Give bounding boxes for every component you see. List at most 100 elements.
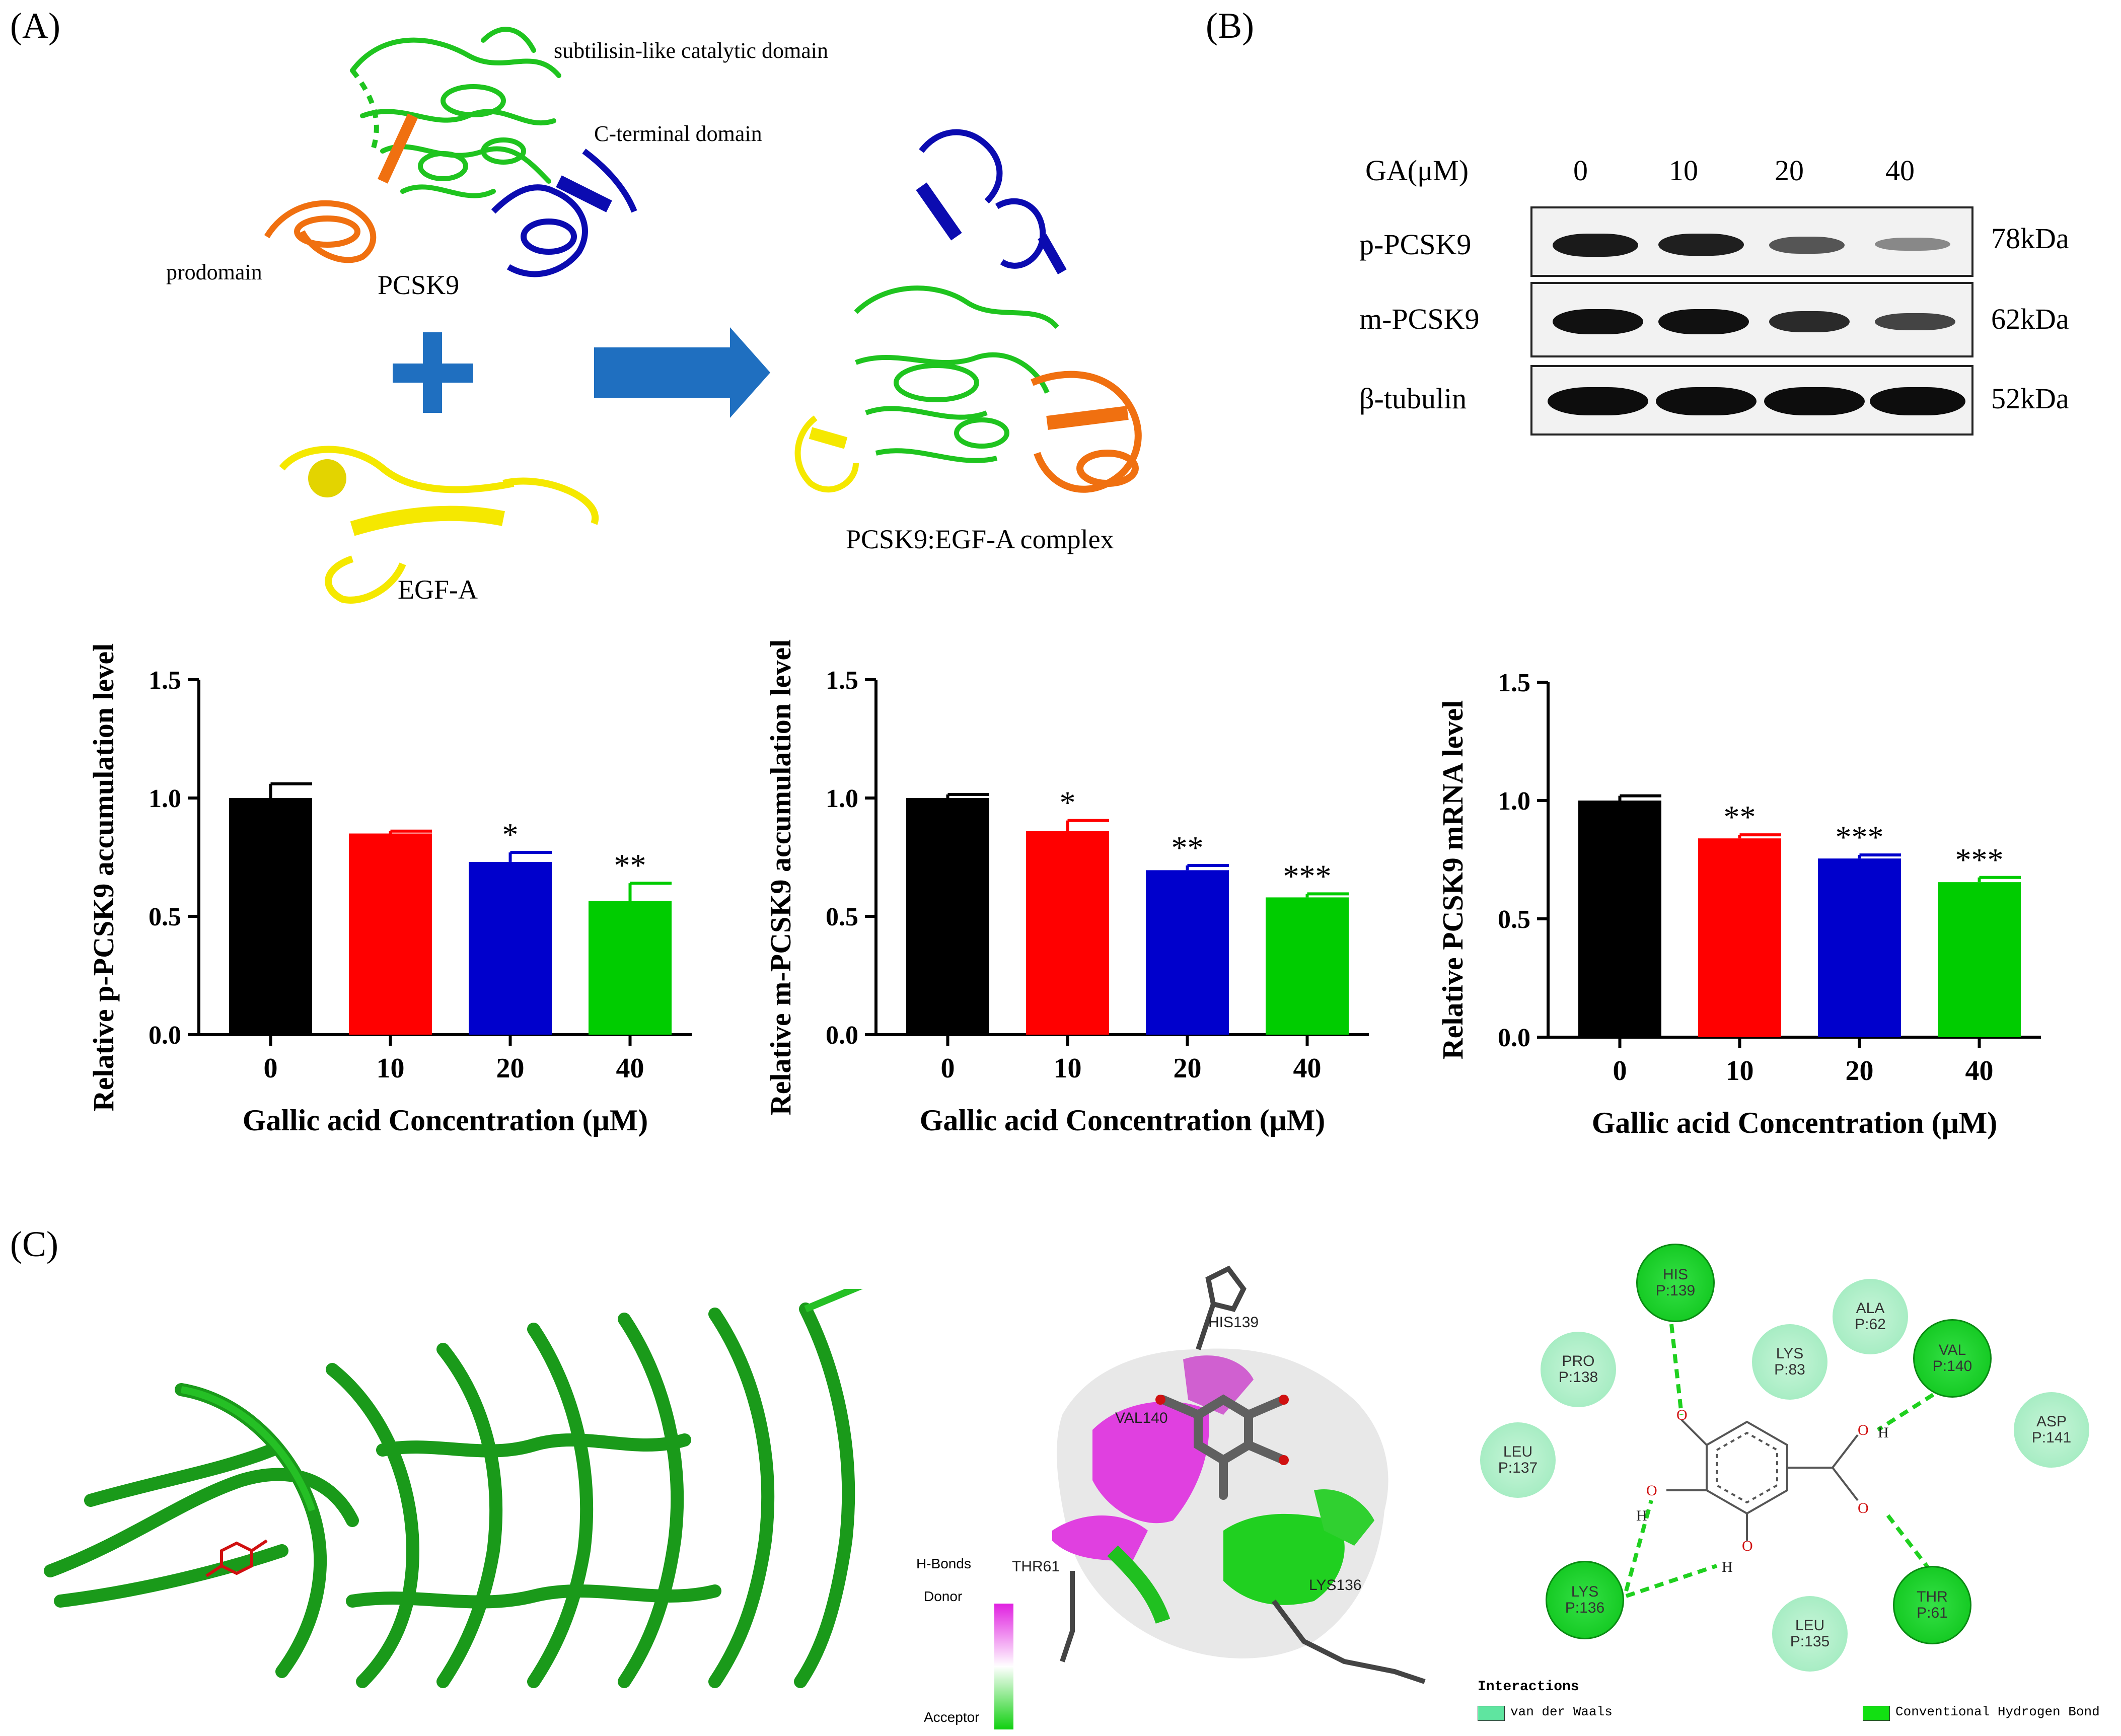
y-tick-label: 1.0 <box>1498 787 1530 816</box>
y-axis-label: Relative m-PCSK9 accumulation level <box>764 639 797 1116</box>
arrow-icon <box>594 327 770 418</box>
lane-label: 0 <box>1573 154 1588 187</box>
significance-label: *** <box>1955 842 2004 878</box>
bar <box>469 861 552 1035</box>
x-tick-label: 40 <box>1293 1053 1322 1084</box>
x-tick-label: 40 <box>1965 1055 1994 1087</box>
bar <box>1938 882 2021 1037</box>
x-tick-label: 0 <box>1613 1055 1627 1087</box>
significance-label: ** <box>1724 799 1756 835</box>
egfa-ribbon <box>279 446 599 604</box>
svg-text:O: O <box>1676 1407 1688 1423</box>
bar <box>349 833 432 1035</box>
subtilisin-domain-label: subtilisin-like catalytic domain <box>554 38 828 63</box>
y-tick-label: 0.0 <box>1498 1024 1530 1052</box>
residue-pro138: PRO P:138 <box>1541 1332 1616 1407</box>
significance-label: * <box>502 817 519 852</box>
complex-ribbon <box>794 129 1142 493</box>
hbond-legend-swatch <box>1863 1706 1890 1721</box>
significance-label: ** <box>614 847 646 883</box>
hbond-legend-donor: Donor <box>924 1588 963 1604</box>
residue-label-3d: HIS139 <box>1208 1314 1259 1331</box>
catalytic-domain-ribbon <box>350 27 561 198</box>
prodomain-ribbon <box>264 113 418 263</box>
residue-label-3d: THR61 <box>1012 1558 1060 1575</box>
svg-text:H: H <box>1722 1559 1733 1575</box>
residue-thr61: THR P:61 <box>1893 1566 1971 1644</box>
residue-lys136: LYS P:136 <box>1546 1561 1624 1639</box>
vdw-legend-swatch <box>1478 1706 1505 1721</box>
blot-row-label: m-PCSK9 <box>1359 303 1480 335</box>
blot-kda-label: 52kDa <box>1991 382 2069 415</box>
x-axis-label: Gallic acid Concentration (μM) <box>243 1104 648 1137</box>
panel-label-c: (C) <box>10 1224 58 1264</box>
complex-label: PCSK9:EGF-A complex <box>846 524 1114 554</box>
y-tick-label: 0.0 <box>149 1021 181 1050</box>
blot-row-label: β-tubulin <box>1359 382 1467 415</box>
blot-strip-m-pcsk9 <box>1530 282 1973 357</box>
y-tick-label: 1.0 <box>826 784 858 813</box>
residue-label-3d: VAL140 <box>1115 1410 1168 1426</box>
x-tick-label: 20 <box>1846 1055 1874 1087</box>
residue-asp141: ASP P:141 <box>2014 1392 2089 1468</box>
panel-a-structures: subtilisin-like catalytic domain C-termi… <box>0 0 1208 624</box>
hbond-legend-label: Conventional Hydrogen Bond <box>1895 1704 2100 1719</box>
x-tick-label: 0 <box>264 1053 278 1084</box>
hbond-legend-title: H-Bonds <box>916 1556 971 1571</box>
cterminal-ribbon <box>491 149 637 277</box>
y-axis-label: Relative PCSK9 mRNA level <box>1436 700 1469 1060</box>
y-tick-label: 1.5 <box>826 666 858 695</box>
y-tick-label: 1.5 <box>149 666 181 695</box>
x-axis-label: Gallic acid Concentration (μM) <box>1592 1106 1998 1139</box>
ligand-marker <box>205 1539 268 1577</box>
lane-label: 10 <box>1669 154 1698 187</box>
x-tick-label: 20 <box>496 1053 525 1084</box>
x-tick-label: 40 <box>616 1053 644 1084</box>
residue-leu137: LEU P:137 <box>1480 1422 1556 1498</box>
svg-text:H: H <box>1878 1424 1889 1441</box>
x-axis-label: Gallic acid Concentration (μM) <box>920 1104 1326 1137</box>
hbond-legend-acceptor: Acceptor <box>924 1709 980 1725</box>
bar <box>1266 897 1349 1035</box>
x-tick-label: 10 <box>1726 1055 1754 1087</box>
y-tick-label: 0.5 <box>826 903 858 931</box>
blot-kda-label: 62kDa <box>1991 303 2069 335</box>
egfa-label: EGF-A <box>398 574 478 605</box>
blot-strip-beta-tubulin <box>1530 365 1973 436</box>
interactions-legend-title: Interactions <box>1478 1679 1579 1695</box>
bar <box>906 798 989 1035</box>
binding-pocket-surface <box>1052 1265 1426 1684</box>
y-tick-label: 0.0 <box>826 1021 858 1050</box>
svg-text:O: O <box>1858 1500 1869 1516</box>
pcsk9-structure-illustration <box>264 27 1142 604</box>
blot-strip-p-pcsk9 <box>1530 206 1973 277</box>
prodomain-label: prodomain <box>166 260 262 284</box>
significance-label: ** <box>1172 830 1204 865</box>
blot-row-label: p-PCSK9 <box>1359 228 1472 261</box>
bar <box>1698 838 1781 1037</box>
y-tick-label: 1.0 <box>149 784 181 813</box>
lane-label: 20 <box>1775 154 1804 187</box>
y-tick-label: 0.5 <box>149 903 181 931</box>
x-tick-label: 0 <box>941 1053 955 1084</box>
residue-lys83: LYS P:83 <box>1752 1324 1827 1400</box>
panel-c: HIS139 VAL140 THR61 LYS136 H-Bonds Donor… <box>0 1198 2121 1736</box>
vdw-legend-label: van der Waals <box>1510 1704 1613 1719</box>
y-tick-label: 1.5 <box>1498 669 1530 697</box>
panel-label-a: (A) <box>10 6 60 46</box>
bar <box>589 901 672 1035</box>
ga-concentration-header: GA(μM) <box>1365 154 1469 187</box>
residue-his139: HIS P:139 <box>1636 1244 1715 1322</box>
y-axis-label: Relative p-PCSK9 accumulation level <box>87 643 120 1112</box>
protein-ribbon-illustration <box>44 1289 863 1688</box>
x-tick-label: 20 <box>1174 1053 1202 1084</box>
bar <box>1146 870 1229 1035</box>
y-tick-label: 0.5 <box>1498 905 1530 934</box>
significance-label: *** <box>1836 819 1884 855</box>
svg-text:O: O <box>1742 1538 1753 1554</box>
residue-val140: VAL P:140 <box>1913 1319 1992 1398</box>
bar <box>1818 858 1901 1037</box>
hbond-color-scale <box>994 1604 1013 1729</box>
cterminal-domain-label: C-terminal domain <box>594 121 762 146</box>
significance-label: *** <box>1283 858 1332 894</box>
